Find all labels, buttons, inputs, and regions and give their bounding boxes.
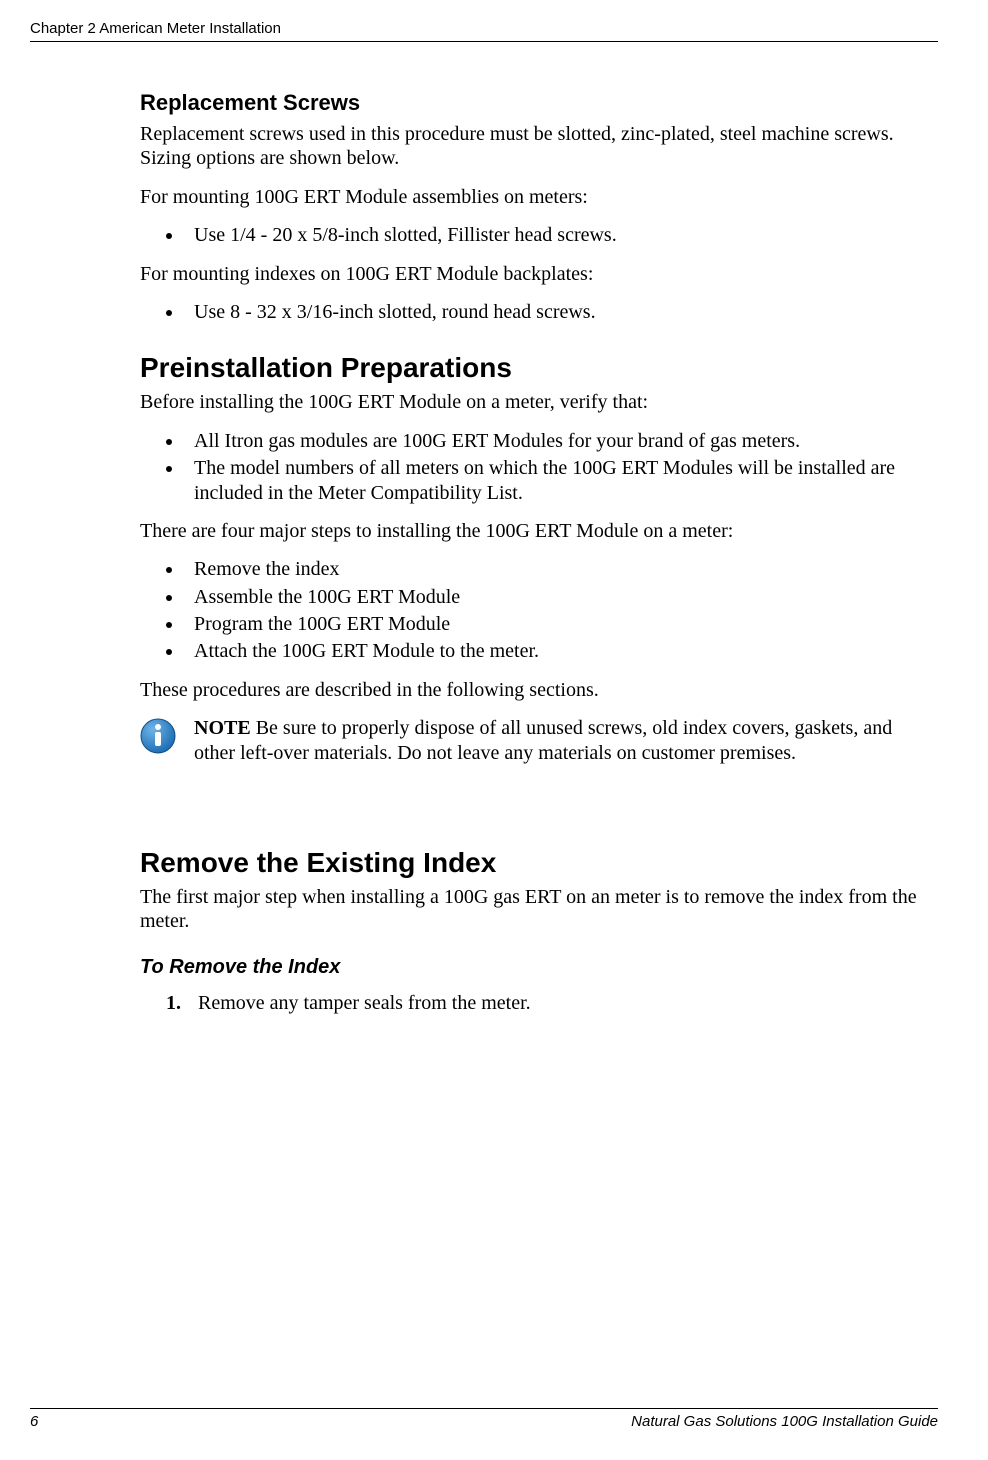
heading-replacement-screws: Replacement Screws: [140, 90, 928, 116]
list-item: Attach the 100G ERT Module to the meter.: [184, 639, 928, 663]
bullet-list: Use 1/4 - 20 x 5/8-inch slotted, Fillist…: [140, 223, 928, 247]
bullet-list: Remove the index Assemble the 100G ERT M…: [140, 557, 928, 664]
list-item: All Itron gas modules are 100G ERT Modul…: [184, 429, 928, 453]
paragraph: Replacement screws used in this procedur…: [140, 122, 928, 171]
list-item: Use 1/4 - 20 x 5/8-inch slotted, Fillist…: [184, 223, 928, 247]
note-block: NOTE Be sure to properly dispose of all …: [140, 716, 928, 765]
paragraph: There are four major steps to installing…: [140, 519, 928, 543]
note-label: NOTE: [194, 717, 251, 739]
step-text: Remove any tamper seals from the meter.: [198, 991, 531, 1015]
list-item: Remove the index: [184, 557, 928, 581]
ordered-step: 1. Remove any tamper seals from the mete…: [166, 991, 928, 1015]
list-item: The model numbers of all meters on which…: [184, 456, 928, 505]
heading-preinstallation: Preinstallation Preparations: [140, 352, 928, 384]
paragraph: For mounting 100G ERT Module assemblies …: [140, 185, 928, 209]
list-item: Assemble the 100G ERT Module: [184, 585, 928, 609]
note-body: Be sure to properly dispose of all unuse…: [194, 717, 892, 763]
info-icon: [140, 718, 176, 759]
bullet-list: All Itron gas modules are 100G ERT Modul…: [140, 429, 928, 505]
paragraph: These procedures are described in the fo…: [140, 678, 928, 702]
page-footer: 6 Natural Gas Solutions 100G Installatio…: [30, 1408, 938, 1430]
paragraph: Before installing the 100G ERT Module on…: [140, 390, 928, 414]
list-item: Use 8 - 32 x 3/16-inch slotted, round he…: [184, 300, 928, 324]
note-text: NOTE Be sure to properly dispose of all …: [194, 716, 928, 765]
page-number: 6: [30, 1413, 38, 1430]
running-header: Chapter 2 American Meter Installation: [30, 20, 938, 42]
paragraph: For mounting indexes on 100G ERT Module …: [140, 262, 928, 286]
subheading-to-remove: To Remove the Index: [140, 956, 928, 979]
doc-title: Natural Gas Solutions 100G Installation …: [631, 1413, 938, 1430]
paragraph: The first major step when installing a 1…: [140, 885, 928, 934]
list-item: Program the 100G ERT Module: [184, 612, 928, 636]
step-number: 1.: [166, 991, 198, 1015]
bullet-list: Use 8 - 32 x 3/16-inch slotted, round he…: [140, 300, 928, 324]
heading-remove-index: Remove the Existing Index: [140, 847, 928, 879]
main-content: Replacement Screws Replacement screws us…: [140, 90, 928, 1015]
